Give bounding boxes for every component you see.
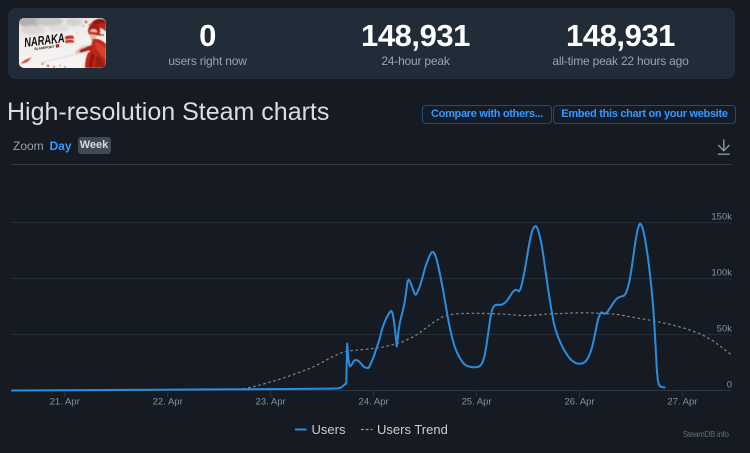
svg-text:100k: 100k — [711, 268, 732, 279]
svg-text:22. Apr: 22. Apr — [153, 397, 183, 408]
svg-text:23. Apr: 23. Apr — [256, 397, 286, 408]
svg-text:25. Apr: 25. Apr — [461, 397, 491, 408]
svg-text:27. Apr: 27. Apr — [667, 397, 697, 408]
svg-text:SteamDB.info: SteamDB.info — [683, 430, 730, 439]
svg-text:26. Apr: 26. Apr — [564, 397, 594, 408]
svg-text:0: 0 — [727, 380, 732, 391]
svg-text:24. Apr: 24. Apr — [359, 397, 389, 408]
svg-text:50k: 50k — [717, 324, 733, 335]
svg-text:150k: 150k — [711, 212, 732, 223]
svg-text:NARAKA: NARAKA — [23, 30, 65, 50]
svg-text:21. Apr: 21. Apr — [50, 397, 80, 408]
svg-text:BLADEPOINT: BLADEPOINT — [34, 45, 55, 52]
svg-text:Users Trend: Users Trend — [377, 422, 448, 437]
svg-text:Users: Users — [312, 422, 346, 437]
